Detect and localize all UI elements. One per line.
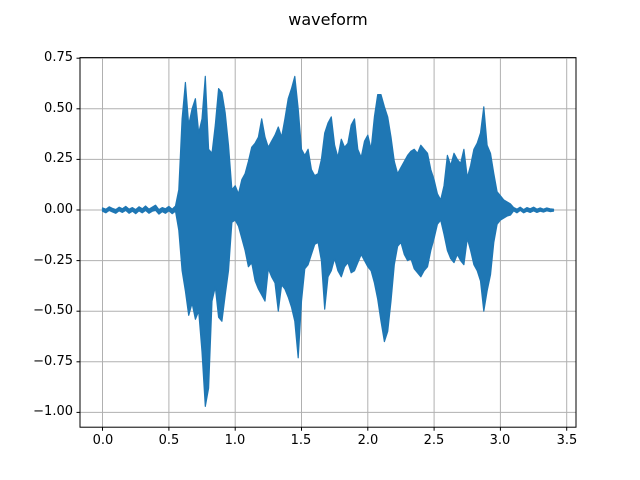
y-tick-label: 0.25 — [44, 151, 73, 166]
y-tick-label: −0.50 — [33, 303, 73, 318]
x-tick-label: 0.0 — [92, 433, 114, 448]
y-tick-label: −1.00 — [33, 404, 73, 419]
y-tick-label: −0.25 — [33, 253, 73, 268]
x-tick-label: 1.5 — [290, 433, 312, 448]
x-tick-label: 0.5 — [158, 433, 180, 448]
axes-frame — [79, 57, 577, 428]
y-tick-label: 0.00 — [44, 202, 73, 217]
waveform-series — [101, 75, 555, 407]
plot-title: waveform — [288, 10, 368, 29]
y-tick-label: 0.50 — [44, 101, 73, 116]
tick-marks — [76, 57, 568, 431]
y-tick-label: 0.75 — [44, 50, 73, 65]
x-tick-label: 3.0 — [489, 433, 511, 448]
x-tick-label: 3.5 — [556, 433, 578, 448]
x-tick-label: 2.5 — [423, 433, 445, 448]
x-tick-label: 1.0 — [224, 433, 246, 448]
y-tick-label: −0.75 — [33, 354, 73, 369]
x-tick-label: 2.0 — [357, 433, 379, 448]
